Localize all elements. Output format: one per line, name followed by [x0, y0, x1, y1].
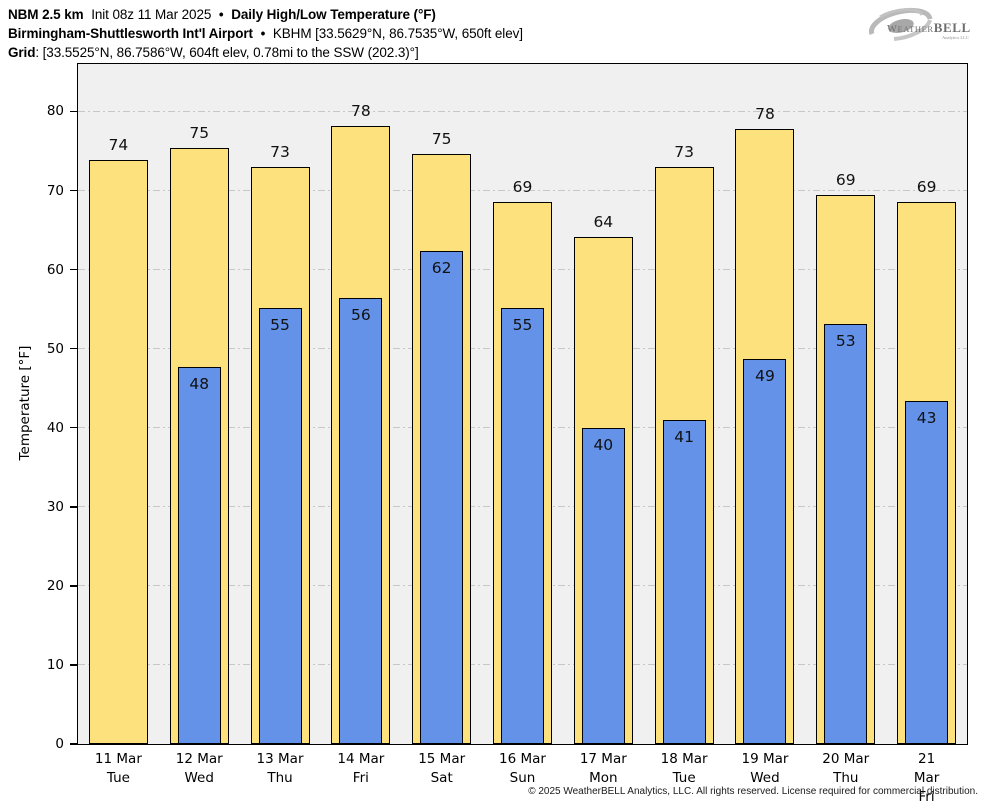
y-tick-label: 30 [46, 498, 64, 515]
y-tick [70, 664, 78, 666]
y-tick [70, 189, 78, 192]
low-bar [662, 419, 706, 744]
low-bar [177, 366, 221, 744]
gridline [78, 110, 967, 112]
low-bar [905, 400, 949, 744]
y-tick-label: 20 [46, 577, 64, 594]
y-tick [70, 585, 78, 587]
y-tick-label: 70 [46, 182, 64, 199]
low-value-label: 40 [593, 435, 614, 454]
x-tick-label: 19 Mar Wed [741, 751, 789, 786]
product-title: Daily High/Low Temperature (°F) [231, 7, 436, 22]
high-value-label: 69 [916, 177, 937, 196]
low-bar [581, 427, 625, 744]
low-value-label: 62 [431, 259, 452, 278]
low-bar [339, 298, 383, 744]
high-bar [88, 159, 148, 744]
copyright-text: © 2025 WeatherBELL Analytics, LLC. All r… [528, 786, 978, 797]
y-tick-label: 0 [55, 736, 64, 752]
header-line-3: Grid: [33.5525°N, 86.7586°W, 604ft elev,… [8, 43, 523, 62]
plot-area: 0 10 20 30 40 50 60 70 80 74 11 Mar Tue 75 48 12 Mar … [47, 63, 968, 805]
x-tick-label: 15 Mar Sat [418, 751, 466, 786]
y-tick-label: 40 [46, 419, 64, 436]
grid-label: Grid [8, 45, 36, 60]
low-value-label: 49 [755, 366, 775, 385]
y-tick [70, 506, 78, 508]
x-tick-label: 18 Mar Tue [660, 751, 708, 786]
high-value-label: 64 [593, 213, 614, 232]
high-value-label: 74 [108, 135, 129, 154]
x-tick-label: 11 Mar Tue [94, 751, 142, 786]
x-tick-label: 16 Mar Sun [499, 751, 546, 786]
low-value-label: 56 [350, 306, 371, 325]
low-bar [743, 358, 787, 744]
station-name: Birmingham-Shuttlesworth Int'l Airport [8, 26, 253, 41]
header-line-1: NBM 2.5 km Init 08z 11 Mar 2025 • Daily … [8, 5, 523, 24]
low-value-label: 53 [835, 332, 856, 351]
y-tick [70, 110, 78, 113]
high-value-label: 73 [270, 142, 290, 161]
model-name: NBM 2.5 km [8, 7, 84, 22]
x-tick-label: 14 Mar Fri [337, 751, 385, 786]
y-tick [70, 347, 78, 350]
gridline [78, 190, 967, 192]
bullet-separator: • [260, 26, 266, 41]
low-value-label: 41 [674, 427, 694, 446]
x-tick-label: 12 Mar Wed [175, 751, 223, 786]
y-tick [70, 268, 78, 271]
high-value-label: 75 [189, 123, 210, 142]
high-value-label: 75 [431, 130, 452, 149]
low-bar [501, 308, 544, 744]
high-value-label: 78 [755, 104, 775, 123]
high-value-label: 69 [512, 177, 533, 196]
high-value-label: 73 [674, 142, 694, 161]
grid-details: : [33.5525°N, 86.7586°W, 604ft elev, 0.7… [35, 45, 419, 60]
low-value-label: 55 [270, 316, 290, 335]
low-value-label: 48 [189, 374, 210, 393]
x-tick-label: 13 Mar Thu [256, 751, 304, 786]
init-time: Init 08z 11 Mar 2025 [91, 7, 212, 22]
bullet-separator: • [218, 7, 224, 22]
high-value-label: 69 [835, 171, 856, 190]
y-tick [70, 427, 78, 429]
y-tick-label: 10 [46, 656, 64, 673]
y-axis-label: Temperature [°F] [17, 345, 33, 461]
hurricane-swirl-icon [869, 7, 933, 41]
low-bar [824, 324, 868, 744]
y-tick [70, 743, 78, 745]
y-tick-label: 80 [46, 103, 64, 120]
low-bar [420, 251, 464, 744]
low-value-label: 43 [916, 408, 937, 427]
x-tick-label: 20 Mar Thu [822, 751, 870, 786]
low-value-label: 55 [512, 316, 533, 335]
x-tick-label: 21 Mar Fri [913, 751, 940, 805]
y-tick-label: 50 [46, 340, 64, 357]
weatherbell-logo: WEATHERBELL Analytics LLC [869, 7, 971, 41]
y-tick-label: 60 [46, 261, 64, 278]
low-bar [258, 308, 302, 744]
header-line-2: Birmingham-Shuttlesworth Int'l Airport •… [8, 24, 523, 43]
high-value-label: 78 [350, 101, 371, 120]
x-tick-label: 17 Mar Mon [579, 751, 627, 786]
header: NBM 2.5 km Init 08z 11 Mar 2025 • Daily … [8, 5, 523, 62]
logo-sub-text: Analytics LLC [942, 35, 969, 40]
logo-brand-weather: WEATHERBELL [887, 20, 971, 35]
station-details: KBHM [33.5629°N, 86.7535°W, 650ft elev] [272, 26, 523, 41]
